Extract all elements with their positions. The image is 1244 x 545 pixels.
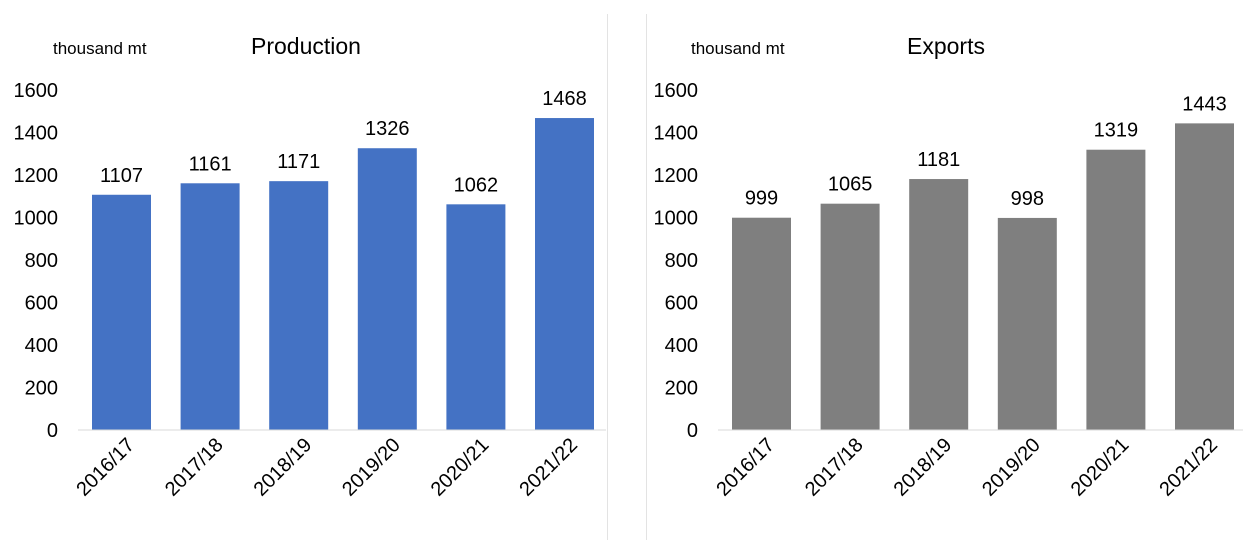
y-tick-label: 1400 [14,123,59,145]
y-tick-label: 0 [687,420,698,442]
y-tick-label: 600 [25,293,58,315]
category-label: 2017/18 [161,434,228,501]
panel-divider [646,14,647,540]
category-labels: 2016/17 2017/18 2018/19 2019/20 2020/21 2021/… [72,434,582,501]
bar [446,204,506,430]
category-label: 2017/18 [801,434,868,501]
data-label: 1065 [828,174,873,196]
exports-chart-panel: thousand mt Exports 0 200 400 600 800 1000 120… [646,0,1244,540]
y-tick-label: 200 [25,378,58,400]
y-tick-labels: 0 200 400 600 800 1000 1200 1400 1600 [654,80,699,442]
data-label: 1319 [1094,120,1139,142]
category-label: 2016/17 [712,434,779,501]
bar [732,217,791,430]
value-labels: 1107 1161 1171 1326 1062 1468 [100,88,587,196]
y-tick-labels: 0 200 400 600 800 1000 1200 1400 1600 [14,80,59,442]
y-tick-label: 200 [665,378,698,400]
category-label: 2021/22 [1155,434,1222,501]
y-tick-label: 400 [665,335,698,357]
data-label: 1062 [454,174,499,196]
bar [180,183,240,430]
y-tick-label: 1200 [654,165,699,187]
bar [269,181,329,430]
exports-chart: thousand mt Exports 0 200 400 600 800 1000 120… [654,33,1243,501]
bar [997,217,1057,430]
category-labels: 2016/17 2017/18 2018/19 2019/20 2020/21 2021/… [712,434,1222,501]
y-tick-label: 0 [47,420,58,442]
category-label: 2018/19 [250,434,317,501]
category-label: 2019/20 [978,434,1045,501]
y-tick-label: 1000 [14,208,59,230]
y-tick-label: 1400 [654,123,699,145]
y-tick-label: 1600 [14,80,59,102]
y-tick-label: 400 [25,335,58,357]
y-tick-label: 800 [25,250,58,272]
category-label: 2019/20 [338,434,405,501]
data-label: 1326 [365,118,410,140]
bars [732,123,1234,431]
y-tick-label: 1200 [14,165,59,187]
y-tick-label: 800 [665,250,698,272]
panel-divider [607,14,608,540]
data-label: 1181 [917,149,960,171]
data-label: 998 [1011,188,1044,210]
bar [357,148,417,430]
category-label: 2020/21 [1067,434,1134,501]
chart-title: Production [251,33,361,59]
bars [92,118,594,431]
bar [1086,149,1146,430]
bar [909,179,969,430]
data-label: 1161 [189,153,232,175]
category-label: 2016/17 [72,434,139,501]
data-label: 1443 [1182,93,1227,115]
category-label: 2018/19 [890,434,957,501]
y-tick-label: 600 [665,293,698,315]
y-tick-label: 1000 [654,208,699,230]
chart-ylabel: thousand mt [53,39,147,58]
data-label: 1107 [100,165,143,187]
bar [92,194,151,430]
data-label: 1171 [277,151,320,173]
data-label: 999 [745,188,778,210]
bar [820,203,880,430]
production-chart-panel: thousand mt Production 0 200 400 600 800 1000… [0,0,608,540]
value-labels: 999 1065 1181 998 1319 1443 [745,93,1227,210]
category-label: 2021/22 [515,434,582,501]
bar [1175,123,1234,431]
data-label: 1468 [542,88,587,110]
chart-ylabel: thousand mt [691,39,785,58]
bar [535,118,594,431]
chart-title: Exports [907,33,985,59]
production-chart: thousand mt Production 0 200 400 600 800 1000… [14,33,606,501]
y-tick-label: 1600 [654,80,699,102]
category-label: 2020/21 [427,434,494,501]
